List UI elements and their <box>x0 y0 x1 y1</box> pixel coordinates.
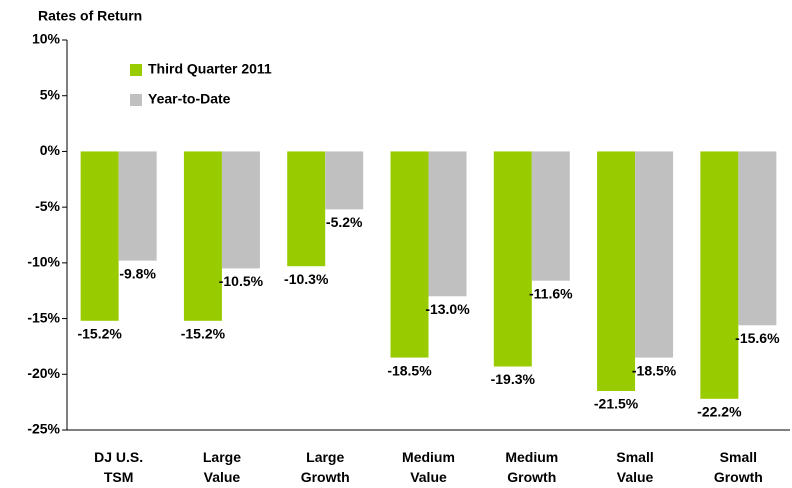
y-tick-label: 10% <box>32 31 61 47</box>
value-label: -18.5% <box>387 362 432 378</box>
y-tick-label: -15% <box>27 309 60 325</box>
value-label: -15.2% <box>77 326 122 342</box>
bar <box>118 151 157 261</box>
y-tick-label: 0% <box>40 142 61 158</box>
y-tick-label: -10% <box>27 254 60 270</box>
value-label: -10.3% <box>284 271 329 287</box>
bar <box>80 151 119 321</box>
chart-title: Rates of Return <box>38 8 142 24</box>
bar <box>287 151 326 267</box>
x-tick-label: DJ U.S. TSM <box>94 449 143 485</box>
x-tick-label: Large Growth <box>301 449 350 485</box>
legend-label: Year-to-Date <box>148 91 231 107</box>
x-tick-label: Small Value <box>616 449 653 485</box>
legend-swatch <box>130 64 142 76</box>
x-tick-label: Medium Value <box>402 449 455 485</box>
value-label: -11.6% <box>529 285 573 301</box>
legend-label: Third Quarter 2011 <box>148 61 272 77</box>
value-label: -22.2% <box>697 404 742 420</box>
bar <box>700 151 739 399</box>
bar <box>221 151 260 269</box>
bar <box>597 151 636 391</box>
bar <box>531 151 570 281</box>
bar <box>493 151 532 367</box>
value-label: -9.8% <box>119 265 156 281</box>
value-label: -15.2% <box>181 326 226 342</box>
value-label: -13.0% <box>425 301 470 317</box>
value-label: -18.5% <box>632 362 677 378</box>
bar <box>738 151 777 326</box>
value-label: -15.6% <box>735 330 780 346</box>
bar <box>325 151 364 210</box>
y-tick-label: -5% <box>35 198 60 214</box>
x-tick-label: Small Growth <box>714 449 763 485</box>
y-tick-label: 5% <box>40 86 61 102</box>
legend-swatch <box>130 94 142 106</box>
value-label: -10.5% <box>219 273 264 289</box>
value-label: -21.5% <box>594 396 639 412</box>
bar <box>390 151 429 358</box>
bar <box>635 151 674 358</box>
y-tick-label: -25% <box>27 421 60 437</box>
bar <box>428 151 467 297</box>
value-label: -19.3% <box>491 371 536 387</box>
x-tick-label: Medium Growth <box>505 449 558 485</box>
value-label: -5.2% <box>326 214 363 230</box>
bar <box>183 151 222 321</box>
y-tick-label: -20% <box>27 365 60 381</box>
x-tick-label: Large Value <box>203 449 241 485</box>
